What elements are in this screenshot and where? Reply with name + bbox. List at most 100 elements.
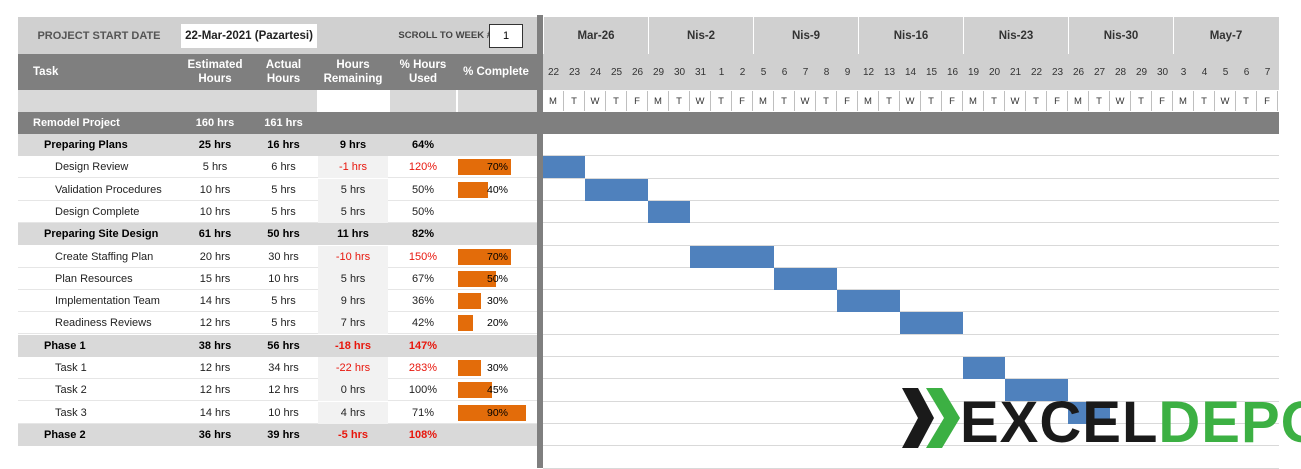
gantt-gridline	[543, 378, 1279, 379]
estimated-hours: 5 hrs	[202, 161, 228, 174]
task-row[interactable]: Readiness Reviews 12 hrs 5 hrs 7 hrs 42% 20%	[18, 312, 537, 335]
task-row[interactable]: Design Complete 10 hrs 5 hrs 5 hrs 50%	[18, 200, 537, 223]
hours-remaining: -1 hrs	[338, 161, 368, 174]
day-of-week: F	[1047, 91, 1068, 111]
project-row[interactable]: Remodel Project 160 hrs 161 hrs	[18, 112, 537, 134]
hours-remaining: 11 hrs	[337, 228, 369, 241]
day-of-week: T	[711, 91, 732, 111]
scroll-to-week-input[interactable]: 1	[489, 24, 523, 48]
project-start-input[interactable]: 22-Mar-2021 (Pazartesi)	[181, 24, 317, 48]
task-row[interactable]: Task 3 14 hrs 10 hrs 4 hrs 71% 90%	[18, 401, 537, 424]
gantt-bar[interactable]	[648, 201, 690, 223]
gantt-gridline	[543, 267, 1279, 268]
day-of-week: T	[1194, 91, 1215, 111]
task-row[interactable]: Task 1 12 hrs 34 hrs -22 hrs 283% 30%	[18, 357, 537, 379]
hours-remaining-bg	[318, 267, 388, 290]
day-number: 23	[1051, 66, 1064, 78]
task-row[interactable]: Validation Procedures 10 hrs 5 hrs 5 hrs 50%…	[18, 178, 537, 201]
estimated-hours: 12 hrs	[199, 362, 231, 374]
day-number: 24	[589, 66, 602, 78]
gantt-bar[interactable]	[1005, 379, 1068, 401]
task-name: Readiness Reviews	[55, 317, 152, 330]
logo-text: EXCELDEPO	[960, 380, 1301, 465]
complete-bar	[458, 270, 496, 287]
task-name: Phase 1	[44, 339, 86, 352]
hours-used: 100%	[408, 384, 438, 397]
complete-value: 70%	[487, 161, 509, 174]
day-number: 7	[1264, 66, 1271, 78]
day-of-week: M	[753, 91, 774, 111]
day-of-week: F	[942, 91, 963, 111]
day-of-week: F	[627, 91, 648, 111]
task-row[interactable]: Design Review 5 hrs 6 hrs -1 hrs 120% 70%	[18, 156, 537, 179]
actual-hours: 50 hrs	[267, 228, 300, 241]
day-of-week: F	[837, 91, 858, 111]
day-number: 3	[1180, 66, 1187, 78]
gantt-gridline	[543, 334, 1279, 335]
group-row[interactable]: Phase 2 36 hrs 39 hrs -5 hrs 108%	[18, 423, 537, 446]
day-number: 23	[568, 66, 581, 78]
gantt-bar[interactable]	[774, 268, 837, 290]
task-row[interactable]: Plan Resources 15 hrs 10 hrs 5 hrs 67% 50%	[18, 267, 537, 290]
task-name: Task 1	[55, 362, 87, 374]
gantt-bar[interactable]	[690, 246, 774, 268]
complete-bar	[458, 248, 511, 265]
day-number: 28	[1114, 66, 1127, 78]
day-number: 20	[988, 66, 1001, 78]
gantt-bar[interactable]	[1068, 402, 1110, 424]
day-number: 6	[781, 66, 788, 78]
hours-remaining: 5 hrs	[340, 272, 366, 285]
day-of-week: W	[795, 91, 816, 111]
hours-remaining: -10 hrs	[335, 250, 371, 263]
header-sub-complete	[458, 90, 537, 112]
hours-remaining: 4 hrs	[340, 406, 366, 419]
estimated-hours: 10 hrs	[199, 205, 231, 218]
complete-value: 20%	[487, 317, 509, 330]
task-row[interactable]: Create Staffing Plan 20 hrs 30 hrs -10 hrs 1…	[18, 245, 537, 268]
col-estimated-hours: Estimated Hours	[187, 59, 243, 85]
actual-hours: 16 hrs	[267, 139, 300, 151]
task-name: Task 3	[55, 406, 87, 419]
gantt-gridline	[543, 311, 1279, 312]
gantt-bar[interactable]	[963, 357, 1005, 379]
project-start-label: PROJECT START DATE	[37, 29, 161, 42]
hours-used: 82%	[411, 228, 435, 241]
gantt-bar[interactable]	[543, 156, 585, 178]
project-estimated: 160 hrs	[195, 117, 235, 129]
day-of-week: W	[690, 91, 711, 111]
task-name: Validation Procedures	[55, 183, 162, 196]
week-label: Nis-16	[858, 17, 963, 54]
task-row[interactable]: Task 2 12 hrs 12 hrs 0 hrs 100% 45%	[18, 379, 537, 402]
group-row[interactable]: Phase 1 38 hrs 56 hrs -18 hrs 147%	[18, 334, 537, 357]
pane-divider[interactable]	[537, 15, 543, 468]
week-label: Mar-26	[543, 17, 648, 54]
day-number: 2	[739, 66, 746, 78]
project-actual: 161 hrs	[264, 117, 303, 129]
gantt-bar[interactable]	[900, 312, 963, 334]
hours-used: 64%	[411, 139, 435, 151]
hours-remaining-bg	[318, 156, 388, 179]
gantt-bar[interactable]	[837, 290, 900, 312]
excel-depo-logo: EXCELDEPO	[900, 380, 1301, 465]
task-name: Phase 2	[44, 428, 86, 441]
group-row[interactable]: Preparing Site Design 61 hrs 50 hrs 11 hrs 8…	[18, 223, 537, 246]
day-number: 13	[883, 66, 896, 78]
day-of-week: T	[1026, 91, 1047, 111]
day-number: 30	[1156, 66, 1169, 78]
estimated-hours: 14 hrs	[199, 406, 231, 419]
day-of-week: T	[564, 91, 585, 111]
estimated-hours: 36 hrs	[198, 428, 232, 441]
day-of-week: T	[816, 91, 837, 111]
hours-remaining-bg	[318, 379, 388, 402]
day-of-week: T	[1236, 91, 1257, 111]
task-name: Preparing Site Design	[44, 228, 159, 241]
hours-remaining: -5 hrs	[338, 428, 368, 441]
gantt-bar[interactable]	[585, 179, 648, 201]
estimated-hours: 15 hrs	[199, 272, 231, 285]
day-number: 26	[1072, 66, 1085, 78]
task-name: Design Review	[55, 161, 129, 174]
day-of-week: W	[585, 91, 606, 111]
group-row[interactable]: Preparing Plans 25 hrs 16 hrs 9 hrs 64%	[18, 134, 537, 156]
day-of-week: W	[1215, 91, 1236, 111]
task-row[interactable]: Implementation Team 14 hrs 5 hrs 9 hrs 36% 30…	[18, 290, 537, 313]
